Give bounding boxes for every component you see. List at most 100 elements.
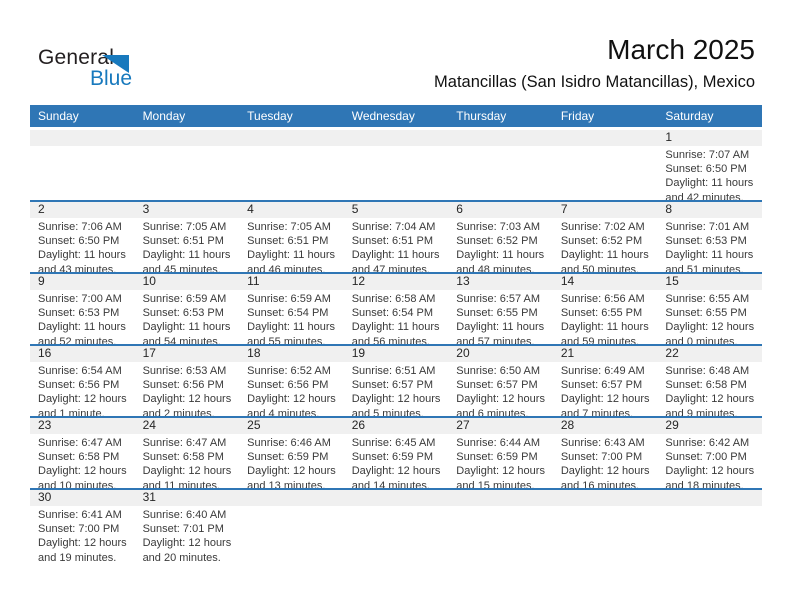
day-number: 19 [343, 346, 449, 362]
day-sun-info-line: and 20 minutes. [142, 551, 221, 563]
calendar-day-cell: 24 Sunrise: 6:47 AM Sunset: 6:58 PM Dayligh… [134, 418, 240, 488]
day-number [30, 130, 135, 146]
day-sun-info-line: and 59 minutes. [560, 335, 640, 344]
calendar-day-cell: 11 Sunrise: 6:59 AM Sunset: 6:54 PM Dayligh… [239, 274, 344, 344]
day-number [343, 490, 449, 506]
day-sun-info-line: Daylight: 12 hours [665, 393, 755, 406]
day-number: 8 [657, 202, 762, 218]
day-sun-info-line: Sunset: 6:56 PM [247, 379, 329, 392]
day-sun-info-line: and 13 minutes. [247, 479, 326, 488]
title-block: March 2025 Matancillas (San Isidro Matan… [434, 34, 755, 92]
day-sun-info-line: Sunset: 6:55 PM [560, 307, 643, 320]
day-sun-info-line: Sunrise: 6:44 AM [456, 437, 541, 449]
day-sun-info-line: Sunrise: 7:01 AM [665, 221, 750, 233]
day-number: 5 [343, 202, 449, 218]
day-sun-info-line: Sunset: 6:54 PM [247, 307, 329, 320]
day-sun-info: Sunrise: 7:05 AM Sunset: 6:51 PM Daylight:… [135, 218, 240, 272]
day-sun-info-line: Sunrise: 6:48 AM [665, 365, 750, 377]
day-sun-info-line: and 56 minutes. [351, 335, 430, 344]
day-number: 13 [448, 274, 553, 290]
day-sun-info: Sunrise: 7:01 AM Sunset: 6:53 PM Daylight:… [657, 218, 762, 272]
day-sun-info-line: and 15 minutes. [456, 479, 535, 488]
day-sun-info-line: Daylight: 11 hours [247, 249, 335, 262]
day-number: 9 [30, 274, 135, 290]
day-sun-info: Sunrise: 7:06 AM Sunset: 6:50 PM Daylight:… [30, 218, 135, 272]
day-number: 25 [239, 418, 344, 434]
day-sun-info-line: and 42 minutes. [665, 191, 744, 200]
day-sun-info: Sunrise: 6:59 AM Sunset: 6:54 PM Daylight:… [239, 290, 344, 344]
day-sun-info: Sunrise: 6:40 AM Sunset: 7:01 PM Daylight:… [135, 506, 240, 563]
day-number: 14 [552, 274, 658, 290]
calendar-day-cell: 5 Sunrise: 7:04 AM Sunset: 6:51 PM Daylight… [343, 202, 449, 272]
weekday-header-row: Sunday Monday Tuesday Wednesday Thursday… [30, 105, 762, 127]
day-sun-info-line: Sunset: 6:59 PM [456, 451, 538, 464]
day-sun-info-line: Sunset: 6:56 PM [142, 379, 224, 392]
calendar-empty-cell [30, 130, 135, 200]
day-sun-info-line: Sunset: 6:51 PM [142, 235, 224, 248]
day-number [552, 490, 658, 506]
calendar-day-cell: 2 Sunrise: 7:06 AM Sunset: 6:50 PM Daylight… [30, 202, 135, 272]
calendar-day-cell: 29 Sunrise: 6:42 AM Sunset: 7:00 PM Dayligh… [657, 418, 762, 488]
calendar-day-cell: 26 Sunrise: 6:45 AM Sunset: 6:59 PM Dayligh… [343, 418, 449, 488]
day-sun-info: Sunrise: 6:54 AM Sunset: 6:56 PM Daylight:… [30, 362, 135, 416]
calendar-empty-cell [134, 130, 240, 200]
day-sun-info-line: Daylight: 12 hours [560, 465, 650, 478]
day-sun-info-line: and 46 minutes. [247, 263, 326, 272]
weekday-header-thursday: Thursday [456, 109, 507, 123]
day-number [448, 130, 553, 146]
day-number: 31 [134, 490, 240, 506]
day-sun-info-line: Sunset: 6:55 PM [665, 307, 747, 320]
day-sun-info-line: Sunset: 6:53 PM [142, 307, 224, 320]
calendar-day-cell: 19 Sunrise: 6:51 AM Sunset: 6:57 PM Dayligh… [343, 346, 449, 416]
day-sun-info-line: Sunrise: 6:47 AM [142, 437, 227, 449]
day-sun-info-line: Daylight: 11 hours [560, 321, 649, 334]
day-sun-info: Sunrise: 6:51 AM Sunset: 6:57 PM Daylight:… [344, 362, 449, 416]
day-sun-info: Sunrise: 6:56 AM Sunset: 6:55 PM Daylight:… [553, 290, 658, 344]
day-sun-info: Sunrise: 6:59 AM Sunset: 6:53 PM Daylight:… [135, 290, 240, 344]
day-sun-info-line: and 43 minutes. [38, 263, 117, 272]
day-sun-info: Sunrise: 6:47 AM Sunset: 6:58 PM Daylight:… [135, 434, 240, 488]
day-sun-info-line: Sunrise: 6:41 AM [38, 509, 122, 521]
day-sun-info: Sunrise: 7:04 AM Sunset: 6:51 PM Daylight:… [344, 218, 449, 272]
day-sun-info-line: Sunrise: 7:03 AM [456, 221, 541, 233]
day-number: 6 [448, 202, 553, 218]
day-number: 27 [448, 418, 553, 434]
day-sun-info-line: and 2 minutes. [142, 407, 215, 416]
day-sun-info-line: Sunset: 6:50 PM [665, 163, 747, 176]
day-sun-info-line: Sunset: 6:53 PM [38, 307, 120, 320]
day-sun-info: Sunrise: 6:44 AM Sunset: 6:59 PM Daylight:… [448, 434, 553, 488]
day-number: 2 [30, 202, 135, 218]
day-number: 28 [552, 418, 658, 434]
logo-text-general: General [38, 46, 115, 69]
day-sun-info-line: and 9 minutes. [665, 407, 738, 416]
day-sun-info-line: Daylight: 11 hours [142, 321, 231, 334]
day-sun-info-line: Sunset: 7:01 PM [142, 523, 224, 536]
day-sun-info-line: Daylight: 11 hours [38, 249, 126, 262]
calendar-day-cell: 13 Sunrise: 6:57 AM Sunset: 6:55 PM Dayligh… [448, 274, 553, 344]
day-sun-info: Sunrise: 6:42 AM Sunset: 7:00 PM Daylight:… [657, 434, 762, 488]
day-number: 29 [657, 418, 762, 434]
day-sun-info-line: Sunrise: 6:53 AM [142, 365, 227, 377]
day-sun-info-line: Sunset: 6:52 PM [456, 235, 538, 248]
day-sun-info: Sunrise: 7:03 AM Sunset: 6:52 PM Daylight:… [448, 218, 553, 272]
day-number: 24 [134, 418, 240, 434]
calendar-empty-cell [552, 490, 658, 563]
day-sun-info-line: Sunrise: 6:45 AM [351, 437, 436, 449]
day-sun-info-line: Daylight: 12 hours [142, 465, 232, 478]
day-sun-info-line: Sunset: 6:57 PM [351, 379, 434, 392]
day-sun-info: Sunrise: 6:41 AM Sunset: 7:00 PM Daylight:… [30, 506, 135, 563]
day-sun-info-line: Sunrise: 6:49 AM [560, 365, 645, 377]
day-sun-info-line: and 50 minutes. [560, 263, 640, 272]
calendar-day-cell: 17 Sunrise: 6:53 AM Sunset: 6:56 PM Dayligh… [134, 346, 240, 416]
day-sun-info-line: Sunrise: 6:42 AM [665, 437, 750, 449]
day-number [448, 490, 553, 506]
day-sun-info-line: Daylight: 12 hours [247, 465, 336, 478]
day-sun-info-line: and 54 minutes. [142, 335, 221, 344]
calendar-day-cell: 25 Sunrise: 6:46 AM Sunset: 6:59 PM Dayligh… [239, 418, 344, 488]
day-sun-info-line: Sunrise: 7:06 AM [38, 221, 122, 233]
day-number: 12 [343, 274, 449, 290]
day-sun-info-line: and 52 minutes. [38, 335, 117, 344]
day-sun-info-line: Daylight: 12 hours [247, 393, 336, 406]
calendar-day-cell: 14 Sunrise: 6:56 AM Sunset: 6:55 PM Dayligh… [552, 274, 658, 344]
day-sun-info-line: and 57 minutes. [456, 335, 535, 344]
